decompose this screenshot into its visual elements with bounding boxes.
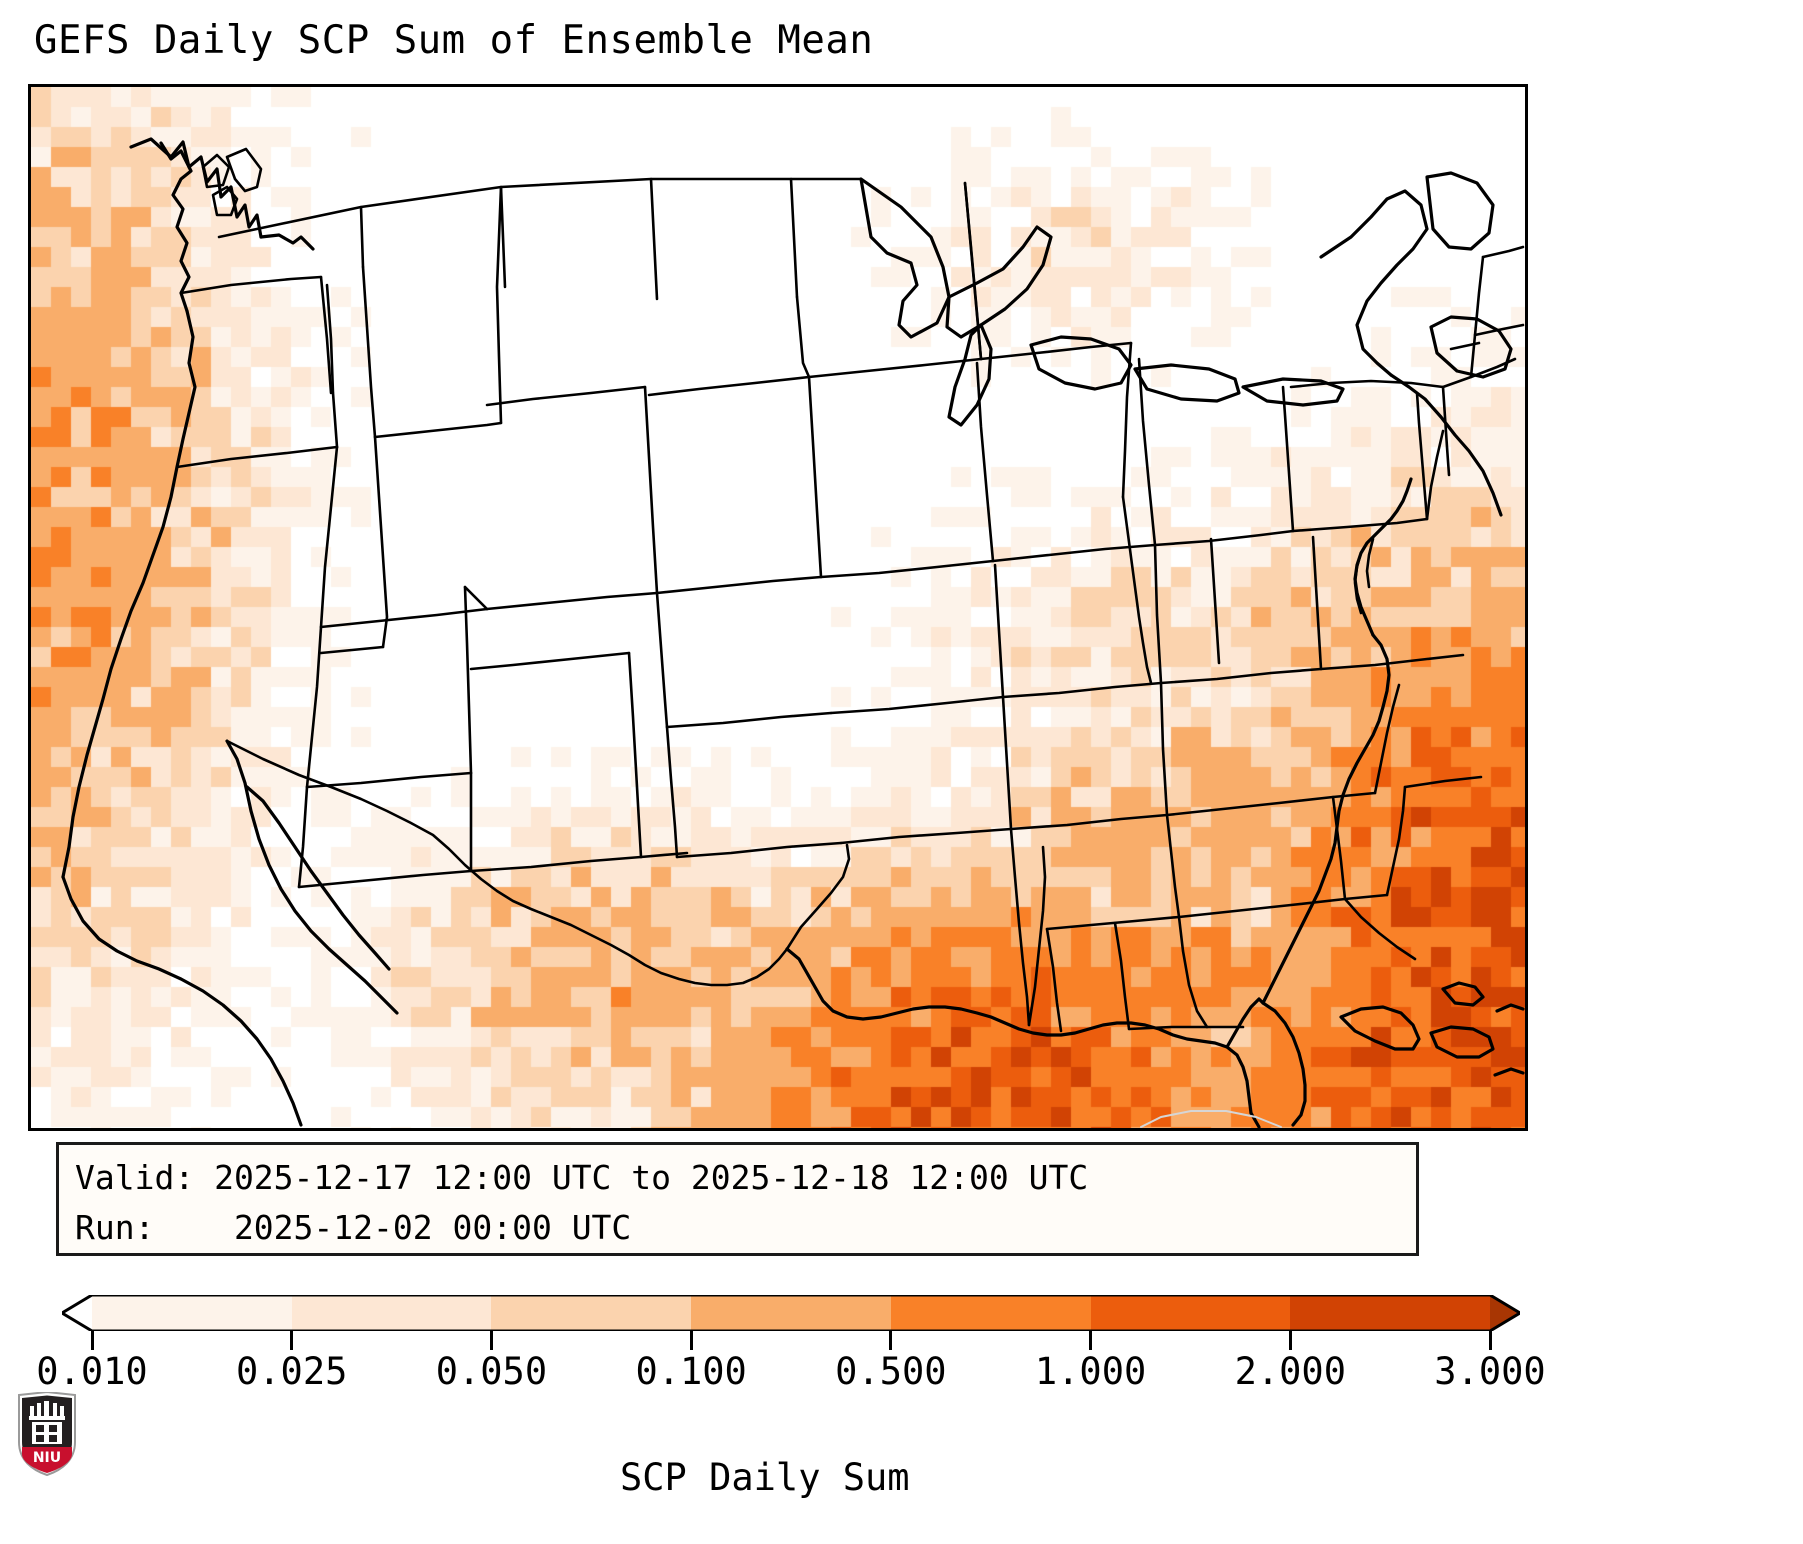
colorbar-tick-4 (889, 1331, 893, 1350)
niu-shield-icon: NIU (18, 1390, 76, 1477)
niu-logo: NIU (16, 1390, 78, 1477)
colorbar-tick-1 (290, 1331, 294, 1350)
colorbar-tick-label-2: 0.050 (435, 1350, 548, 1393)
colorbar-tick-label-0: 0.010 (36, 1350, 148, 1393)
colorbar-tick-0 (90, 1331, 94, 1350)
colorbar-axis-label-text: SCP Daily Sum (620, 1456, 910, 1499)
colorbar-segments (92, 1295, 1491, 1331)
colorbar-segment-0 (92, 1295, 292, 1331)
figure-title: GEFS Daily SCP Sum of Ensemble Mean (34, 18, 874, 63)
map-panel (28, 84, 1528, 1131)
colorbar-tick-5 (1089, 1331, 1093, 1350)
map-canvas-area (31, 87, 1525, 1128)
colorbar-tick-label-7: 3.000 (1434, 1350, 1546, 1393)
colorbar-tick-2 (489, 1331, 493, 1350)
niu-logo-text: NIU (33, 1450, 61, 1466)
colorbar-tick-3 (689, 1331, 693, 1350)
colorbar-segment-5 (1090, 1295, 1291, 1331)
colorbar-segment-3 (691, 1295, 891, 1331)
coastlines-and-borders (63, 139, 1523, 1128)
figure-root: GEFS Daily SCP Sum of Ensemble Mean (0, 18, 1803, 1499)
map-boundaries (31, 87, 1525, 1128)
scp-heatmap-grid (31, 87, 1525, 1128)
colorbar-segment-2 (491, 1295, 692, 1331)
colorbar-segment-6 (1290, 1295, 1491, 1331)
colorbar-axis-label: SCP Daily Sum (0, 1412, 1803, 1544)
valid-time-line: Valid: 2025-12-17 12:00 UTC to 2025-12-1… (75, 1158, 1089, 1197)
colorbar-over-arrow (1490, 1295, 1520, 1331)
colorbar-tick-label-5: 1.000 (1034, 1350, 1147, 1393)
colorbar-tick-6 (1288, 1331, 1292, 1350)
colorbar-segment-1 (291, 1295, 492, 1331)
colorbar-under-arrow (62, 1295, 92, 1331)
run-time-line: Run: 2025-12-02 00:00 UTC (75, 1208, 632, 1247)
valid-run-infobox: Valid: 2025-12-17 12:00 UTC to 2025-12-1… (56, 1142, 1419, 1256)
colorbar-tick-labels: 0.010 0.025 0.050 0.100 0.500 1.000 2.000 3.000 (0, 1350, 1803, 1400)
colorbar-ticks (62, 1331, 1520, 1351)
colorbar-tick-label-4: 0.500 (835, 1350, 947, 1393)
colorbar-tick-label-3: 0.100 (635, 1350, 747, 1393)
colorbar-tick-label-6: 2.000 (1234, 1350, 1346, 1393)
colorbar-tick-label-1: 0.025 (236, 1350, 348, 1393)
colorbar-tick-7 (1488, 1331, 1492, 1350)
colorbar (62, 1295, 1520, 1331)
colorbar-segment-4 (890, 1295, 1091, 1331)
